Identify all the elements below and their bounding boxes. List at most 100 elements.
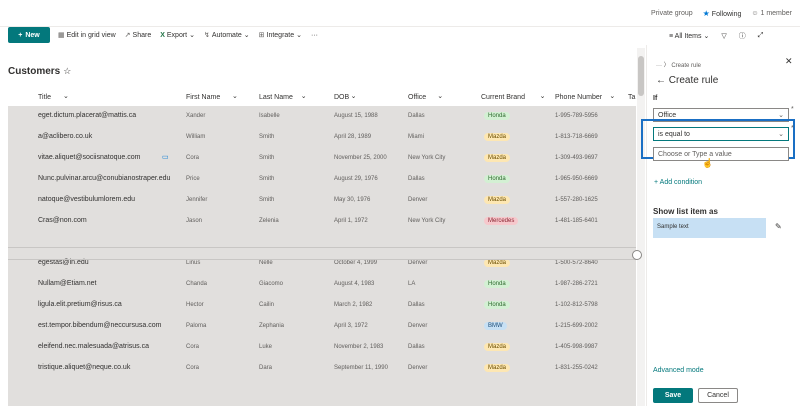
add-condition-link[interactable]: + Add condition — [654, 179, 703, 186]
cell-office: New York City — [408, 155, 446, 161]
cell-title: egestas@in.edu — [38, 259, 89, 266]
cell-phone: 1-995-789-5956 — [555, 113, 598, 119]
cell-phone: 1-987-286-2721 — [555, 281, 598, 287]
paintbrush-icon[interactable]: ✎ — [775, 222, 782, 231]
person-icon: ☺ — [751, 10, 759, 17]
close-icon[interactable]: ✕ — [785, 56, 793, 66]
column-header[interactable]: Office — [408, 94, 427, 101]
cell-first: Chanda — [186, 281, 208, 287]
cell-last: Cailin — [259, 302, 275, 308]
breadcrumb[interactable]: ··· 〉 Create rule — [656, 63, 702, 69]
required-mark: * — [791, 125, 794, 132]
chevron-down-icon: ⌄ — [189, 32, 195, 39]
scroll-button[interactable] — [632, 250, 642, 260]
column-header[interactable]: Ta — [628, 94, 636, 101]
info-icon[interactable]: ⓘ — [738, 33, 746, 40]
operator-select[interactable]: is equal to ⌄ — [653, 127, 789, 141]
command-bar: + New ▦ Edit in grid view ↗ Share X Export ⌄… — [0, 27, 800, 45]
expand-icon[interactable]: ⤢ — [757, 32, 764, 39]
share-button[interactable]: ↗ Share — [124, 32, 152, 39]
cell-first: Hector — [186, 302, 204, 308]
grid-icon: ▦ — [58, 32, 65, 39]
members-button[interactable]: ☺ 1 member — [751, 10, 792, 17]
cell-first: Price — [186, 176, 200, 182]
save-button[interactable]: Save — [653, 388, 693, 403]
cell-last: Luke — [259, 344, 273, 350]
cell-title: natoque@vestibulumlorem.edu — [38, 196, 135, 203]
cell-office: Dallas — [408, 302, 425, 308]
brand-badge: Mazda — [484, 364, 511, 372]
column-header[interactable]: First Name — [186, 94, 221, 101]
top-bar: Private group ★ Following ☺ 1 member — [0, 0, 800, 27]
cell-title: Nullam@Etiam.net — [38, 280, 97, 287]
filter-icon[interactable]: ▽ — [721, 33, 727, 40]
brand-badge: Honda — [484, 280, 510, 288]
chevron-down-icon: ⌄ — [296, 32, 302, 39]
cell-first: Xander — [186, 113, 206, 119]
panel-title: ← Create rule — [656, 75, 719, 86]
column-header[interactable]: Last Name — [259, 94, 293, 101]
cell-phone: 1-405-998-9987 — [555, 344, 598, 350]
brand-badge: Mazda — [484, 133, 511, 141]
column-select[interactable]: Office ⌄ — [653, 108, 789, 122]
export-button[interactable]: X Export ⌄ — [160, 32, 195, 39]
column-header[interactable]: Title — [38, 94, 51, 101]
chevron-down-icon: ⌄ — [437, 93, 444, 100]
more-button[interactable]: ··· — [310, 31, 318, 39]
group-privacy: Private group — [651, 10, 693, 17]
column-header[interactable]: Phone Number — [555, 94, 603, 101]
cell-last: Smith — [259, 176, 275, 182]
cell-dob: May 30, 1976 — [334, 197, 371, 203]
integrate-button[interactable]: ⊞ Integrate ⌄ — [258, 32, 302, 39]
list-grid: Title ⌄ First Name ⌄ Last Name ⌄ DOB ⌄ Office ⌄ Cu… — [8, 92, 636, 406]
comment-icon[interactable]: ▭ — [162, 154, 169, 161]
flow-icon: ↯ — [203, 32, 210, 39]
cell-phone: 1-965-950-6669 — [555, 176, 598, 182]
cell-dob: March 2, 1982 — [334, 302, 373, 308]
cell-title: a@aclibero.co.uk — [38, 133, 93, 140]
cell-title: est.tempor.bibendum@neccursusa.com — [38, 322, 162, 329]
cell-office: Denver — [408, 260, 428, 266]
brand-badge: Mazda — [484, 196, 511, 204]
share-icon: ↗ — [124, 32, 131, 39]
cell-dob: April 1, 1972 — [334, 218, 368, 224]
cell-office: Denver — [408, 323, 428, 329]
brand-badge: Honda — [484, 301, 510, 309]
show-as-label: Show list item as — [653, 207, 718, 216]
following-button[interactable]: ★ Following — [702, 9, 742, 18]
cell-dob: August 15, 1988 — [334, 113, 378, 119]
scrollbar[interactable] — [637, 48, 645, 406]
cell-phone: 1-831-255-0242 — [555, 365, 598, 371]
cancel-button[interactable]: Cancel — [698, 388, 738, 403]
required-mark: * — [791, 106, 794, 113]
cell-title: Nunc.pulvinar.arcu@conubianostraper.edu — [38, 175, 171, 182]
row-separator — [8, 247, 636, 248]
cell-title: vitae.aliquet@sociisnatoque.com — [38, 154, 141, 161]
view-selector[interactable]: ≡ All Items ⌄ — [669, 33, 710, 40]
cell-dob: August 4, 1983 — [334, 281, 375, 287]
cell-office: Dallas — [408, 176, 425, 182]
cell-office: Denver — [408, 365, 428, 371]
scroll-thumb[interactable] — [638, 56, 644, 96]
edit-grid-button[interactable]: ▦ Edit in grid view — [58, 32, 116, 39]
star-outline-icon[interactable]: ☆ — [63, 66, 72, 76]
cell-dob: November 25, 2000 — [334, 155, 387, 161]
advanced-mode-link[interactable]: Advanced mode — [653, 367, 704, 374]
column-header[interactable]: DOB — [334, 94, 350, 101]
new-button[interactable]: + New — [8, 27, 50, 43]
cell-office: Dallas — [408, 113, 425, 119]
value-input[interactable]: Choose or Type a value — [653, 147, 789, 161]
brand-badge: Honda — [484, 175, 510, 183]
mouse-cursor: ☝ — [702, 158, 714, 168]
chevron-down-icon: ⌄ — [539, 93, 546, 100]
chevron-down-icon: ⌄ — [232, 93, 238, 100]
cell-office: LA — [408, 281, 416, 287]
back-arrow-icon[interactable]: ← — [656, 75, 666, 86]
sample-text-preview[interactable]: Sample text — [653, 218, 766, 238]
cell-office: New York City — [408, 218, 446, 224]
cell-last: Dara — [259, 365, 273, 371]
automate-button[interactable]: ↯ Automate ⌄ — [203, 32, 250, 39]
cell-last: Smith — [259, 155, 275, 161]
column-header[interactable]: Current Brand — [481, 94, 525, 101]
cell-office: Denver — [408, 197, 428, 203]
